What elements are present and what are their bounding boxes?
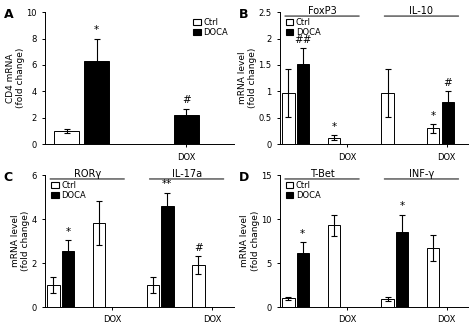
Text: IL-10: IL-10	[410, 6, 433, 16]
Text: A: A	[4, 8, 13, 21]
Bar	[282, 93, 294, 144]
Text: FoxP3: FoxP3	[308, 6, 337, 16]
Text: *: *	[94, 25, 99, 35]
Legend: Ctrl, DOCA: Ctrl, DOCA	[191, 16, 229, 39]
Text: D: D	[238, 171, 249, 184]
Bar	[382, 93, 394, 144]
Bar	[192, 265, 205, 307]
Y-axis label: CD4 mRNA
(fold change): CD4 mRNA (fold change)	[6, 48, 25, 108]
Bar	[297, 64, 309, 144]
Bar	[441, 102, 454, 144]
Text: #: #	[182, 95, 191, 105]
Bar	[382, 299, 394, 307]
Bar	[47, 285, 60, 307]
Bar	[93, 223, 105, 307]
Bar	[54, 131, 80, 144]
Bar	[282, 298, 294, 307]
Text: *: *	[331, 122, 337, 132]
Text: ##: ##	[294, 35, 311, 45]
Y-axis label: mRNA level
(fold change): mRNA level (fold change)	[238, 48, 257, 108]
Text: **: **	[162, 179, 173, 189]
Text: B: B	[238, 8, 248, 21]
Bar	[146, 285, 159, 307]
Bar	[161, 206, 173, 307]
Bar	[328, 138, 340, 144]
Text: *: *	[400, 201, 405, 211]
Text: IL-17a: IL-17a	[172, 169, 201, 179]
Bar	[328, 225, 340, 307]
Text: *: *	[431, 111, 436, 121]
Text: #: #	[443, 78, 452, 88]
Legend: Ctrl, DOCA: Ctrl, DOCA	[284, 16, 322, 39]
Text: *: *	[300, 229, 305, 239]
Text: T-Bet: T-Bet	[310, 169, 335, 179]
Legend: Ctrl, DOCA: Ctrl, DOCA	[49, 179, 87, 202]
Y-axis label: mRNA level
(fold change): mRNA level (fold change)	[240, 211, 260, 271]
Bar	[396, 232, 409, 307]
Legend: Ctrl, DOCA: Ctrl, DOCA	[284, 179, 322, 202]
Bar	[173, 115, 200, 144]
Text: C: C	[4, 171, 13, 184]
Bar	[297, 253, 309, 307]
Text: #: #	[194, 243, 203, 253]
Bar	[427, 128, 439, 144]
Text: INF-γ: INF-γ	[409, 169, 434, 179]
Bar	[427, 248, 439, 307]
Y-axis label: mRNA level
(fold change): mRNA level (fold change)	[11, 211, 30, 271]
Text: *: *	[65, 227, 71, 237]
Text: RORγ: RORγ	[73, 169, 101, 179]
Bar	[84, 61, 109, 144]
Bar	[62, 251, 74, 307]
